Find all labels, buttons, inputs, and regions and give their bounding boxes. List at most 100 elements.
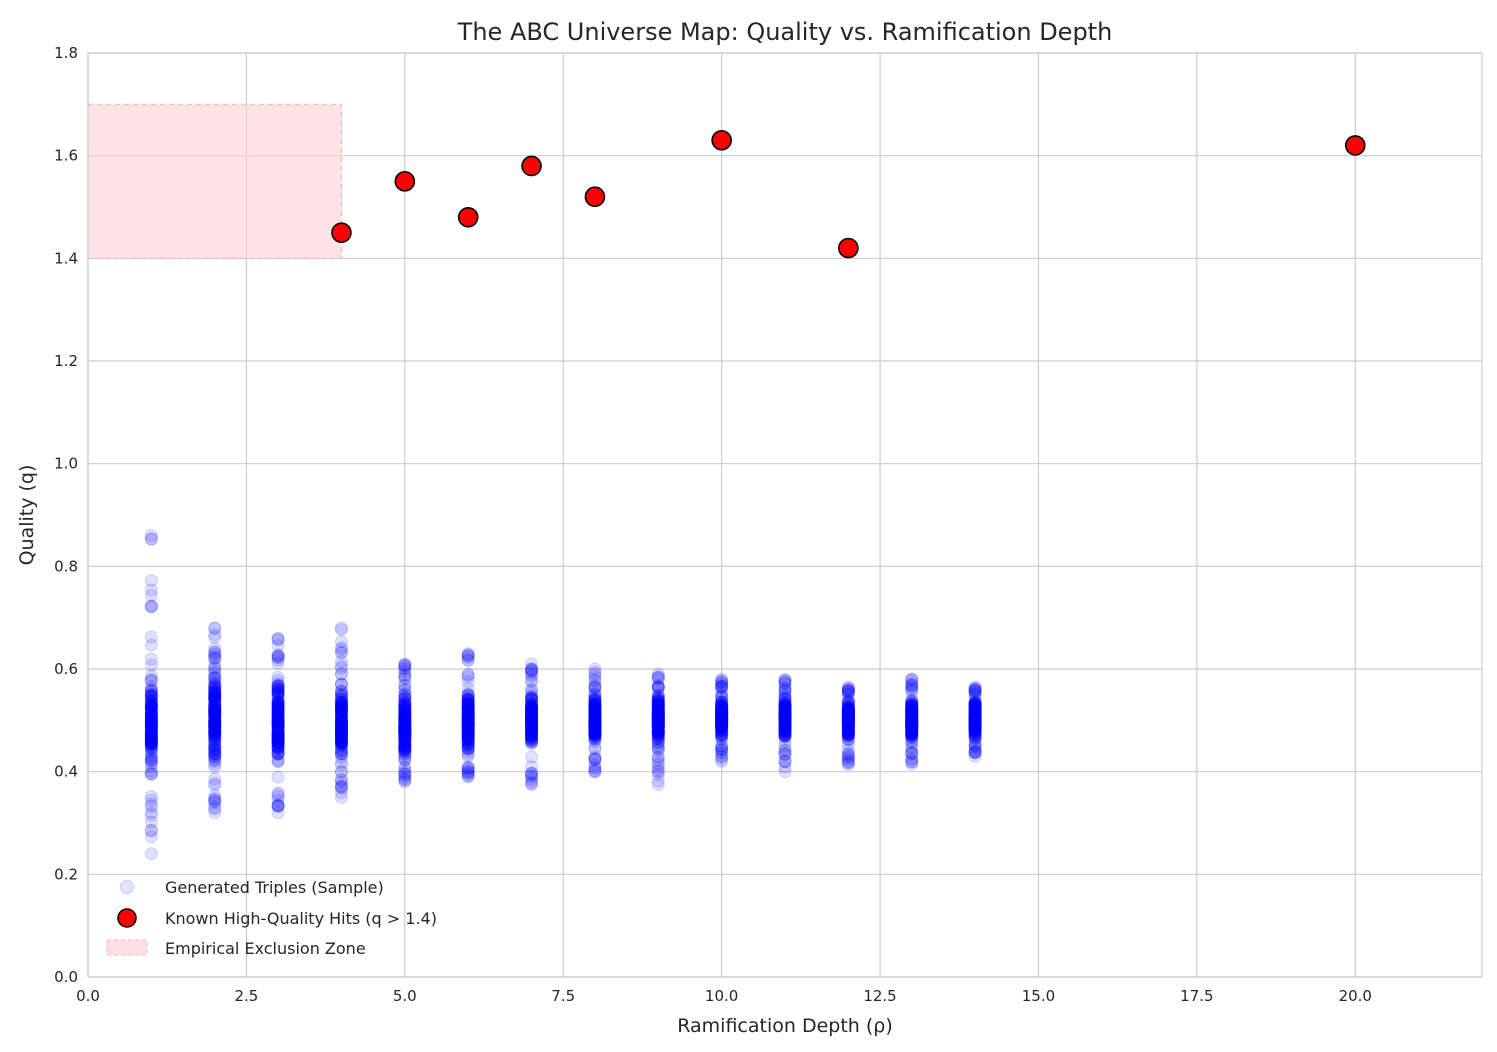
grid-lines: [87, 52, 1482, 978]
generated-point: [208, 722, 222, 736]
generated-point: [271, 695, 285, 709]
generated-point: [334, 717, 348, 731]
generated-point: [208, 708, 222, 722]
generated-point: [271, 732, 285, 746]
generated-point: [208, 683, 222, 697]
generated-point: [144, 722, 158, 736]
generated-point: [144, 696, 158, 710]
generated-point: [334, 705, 348, 719]
generated-point: [208, 772, 222, 786]
generated-point: [144, 707, 158, 721]
generated-point: [208, 725, 222, 739]
generated-point: [144, 726, 158, 740]
x-tick-label: 17.5: [1180, 987, 1213, 1005]
generated-point: [271, 799, 285, 813]
generated-point: [271, 724, 285, 738]
generated-point: [144, 701, 158, 715]
generated-point: [271, 691, 285, 705]
generated-point: [271, 699, 285, 713]
high-quality-hits-layer: [331, 129, 1366, 259]
generated-point: [334, 684, 348, 698]
generated-point: [144, 696, 158, 710]
generated-point: [208, 658, 222, 672]
generated-point: [334, 739, 348, 753]
generated-point: [334, 746, 348, 760]
generated-point: [144, 735, 158, 749]
generated-point: [271, 739, 285, 753]
generated-point: [271, 733, 285, 747]
generated-point: [144, 714, 158, 728]
generated-point: [208, 725, 222, 739]
generated-point: [208, 716, 222, 730]
generated-point: [334, 733, 348, 747]
generated-point: [144, 725, 158, 739]
generated-point: [588, 714, 602, 728]
generated-point: [271, 650, 285, 664]
generated-point: [144, 702, 158, 716]
generated-point: [144, 764, 158, 778]
legend: Generated Triples (Sample) Known High-Qu…: [106, 878, 437, 958]
generated-point: [271, 726, 285, 740]
generated-point: [334, 716, 348, 730]
generated-point: [208, 802, 222, 816]
generated-point: [271, 716, 285, 730]
generated-point: [144, 731, 158, 745]
generated-point: [208, 661, 222, 675]
generated-point: [271, 705, 285, 719]
generated-point: [144, 767, 158, 781]
high-quality-hit-point: [457, 206, 479, 228]
generated-point: [208, 720, 222, 734]
legend-marker-generated: [119, 879, 135, 895]
generated-point: [144, 734, 158, 748]
generated-point: [271, 729, 285, 743]
generated-point: [208, 739, 222, 753]
generated-point: [334, 721, 348, 735]
x-tick-label: 7.5: [551, 987, 575, 1005]
generated-point: [144, 718, 158, 732]
generated-point: [334, 735, 348, 749]
generated-point: [334, 698, 348, 712]
generated-point: [334, 721, 348, 735]
generated-point: [208, 686, 222, 700]
generated-point: [271, 798, 285, 812]
generated-point: [588, 662, 602, 676]
generated-point: [144, 754, 158, 768]
generated-point: [144, 728, 158, 742]
generated-point: [144, 683, 158, 697]
generated-point: [144, 731, 158, 745]
generated-point: [334, 699, 348, 713]
generated-point: [144, 721, 158, 735]
generated-point: [271, 701, 285, 715]
generated-point: [144, 708, 158, 722]
generated-point: [271, 799, 285, 813]
generated-point: [334, 707, 348, 721]
generated-point: [208, 719, 222, 733]
generated-point: [334, 693, 348, 707]
generated-point: [271, 736, 285, 750]
generated-point: [271, 683, 285, 697]
generated-point: [334, 723, 348, 737]
generated-point: [271, 728, 285, 742]
generated-point: [334, 701, 348, 715]
y-axis-label: Quality (q): [16, 465, 38, 566]
generated-point: [334, 750, 348, 764]
generated-point: [334, 715, 348, 729]
generated-point: [208, 702, 222, 716]
generated-point: [208, 705, 222, 719]
generated-point: [144, 734, 158, 748]
generated-point: [271, 702, 285, 716]
generated-point: [208, 700, 222, 714]
generated-point: [208, 671, 222, 685]
generated-point: [271, 726, 285, 740]
generated-point: [334, 719, 348, 733]
generated-point: [968, 749, 982, 763]
generated-point: [334, 721, 348, 735]
generated-point: [651, 778, 665, 791]
generated-point: [334, 729, 348, 743]
generated-point: [144, 728, 158, 742]
generated-point: [271, 687, 285, 701]
generated-point: [334, 729, 348, 743]
generated-point: [144, 706, 158, 720]
generated-point: [208, 754, 222, 768]
generated-point: [271, 705, 285, 719]
